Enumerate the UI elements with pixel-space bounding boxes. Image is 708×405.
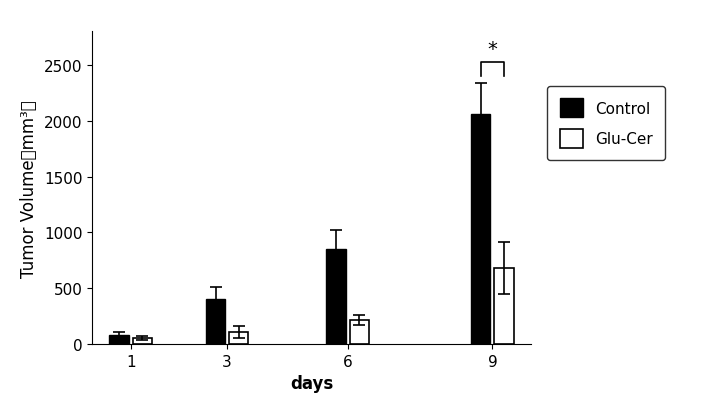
Y-axis label: Tumor Volume（mm³）: Tumor Volume（mm³）: [21, 100, 38, 277]
Bar: [472, 115, 491, 344]
Bar: [206, 300, 225, 344]
Bar: [326, 249, 346, 344]
Bar: [494, 269, 513, 344]
X-axis label: days: days: [290, 375, 333, 392]
Bar: [132, 338, 152, 344]
Text: *: *: [488, 40, 497, 59]
Bar: [350, 320, 369, 344]
Bar: [229, 332, 249, 344]
Legend: Control, Glu-Cer: Control, Glu-Cer: [547, 87, 665, 160]
Bar: [110, 335, 129, 344]
